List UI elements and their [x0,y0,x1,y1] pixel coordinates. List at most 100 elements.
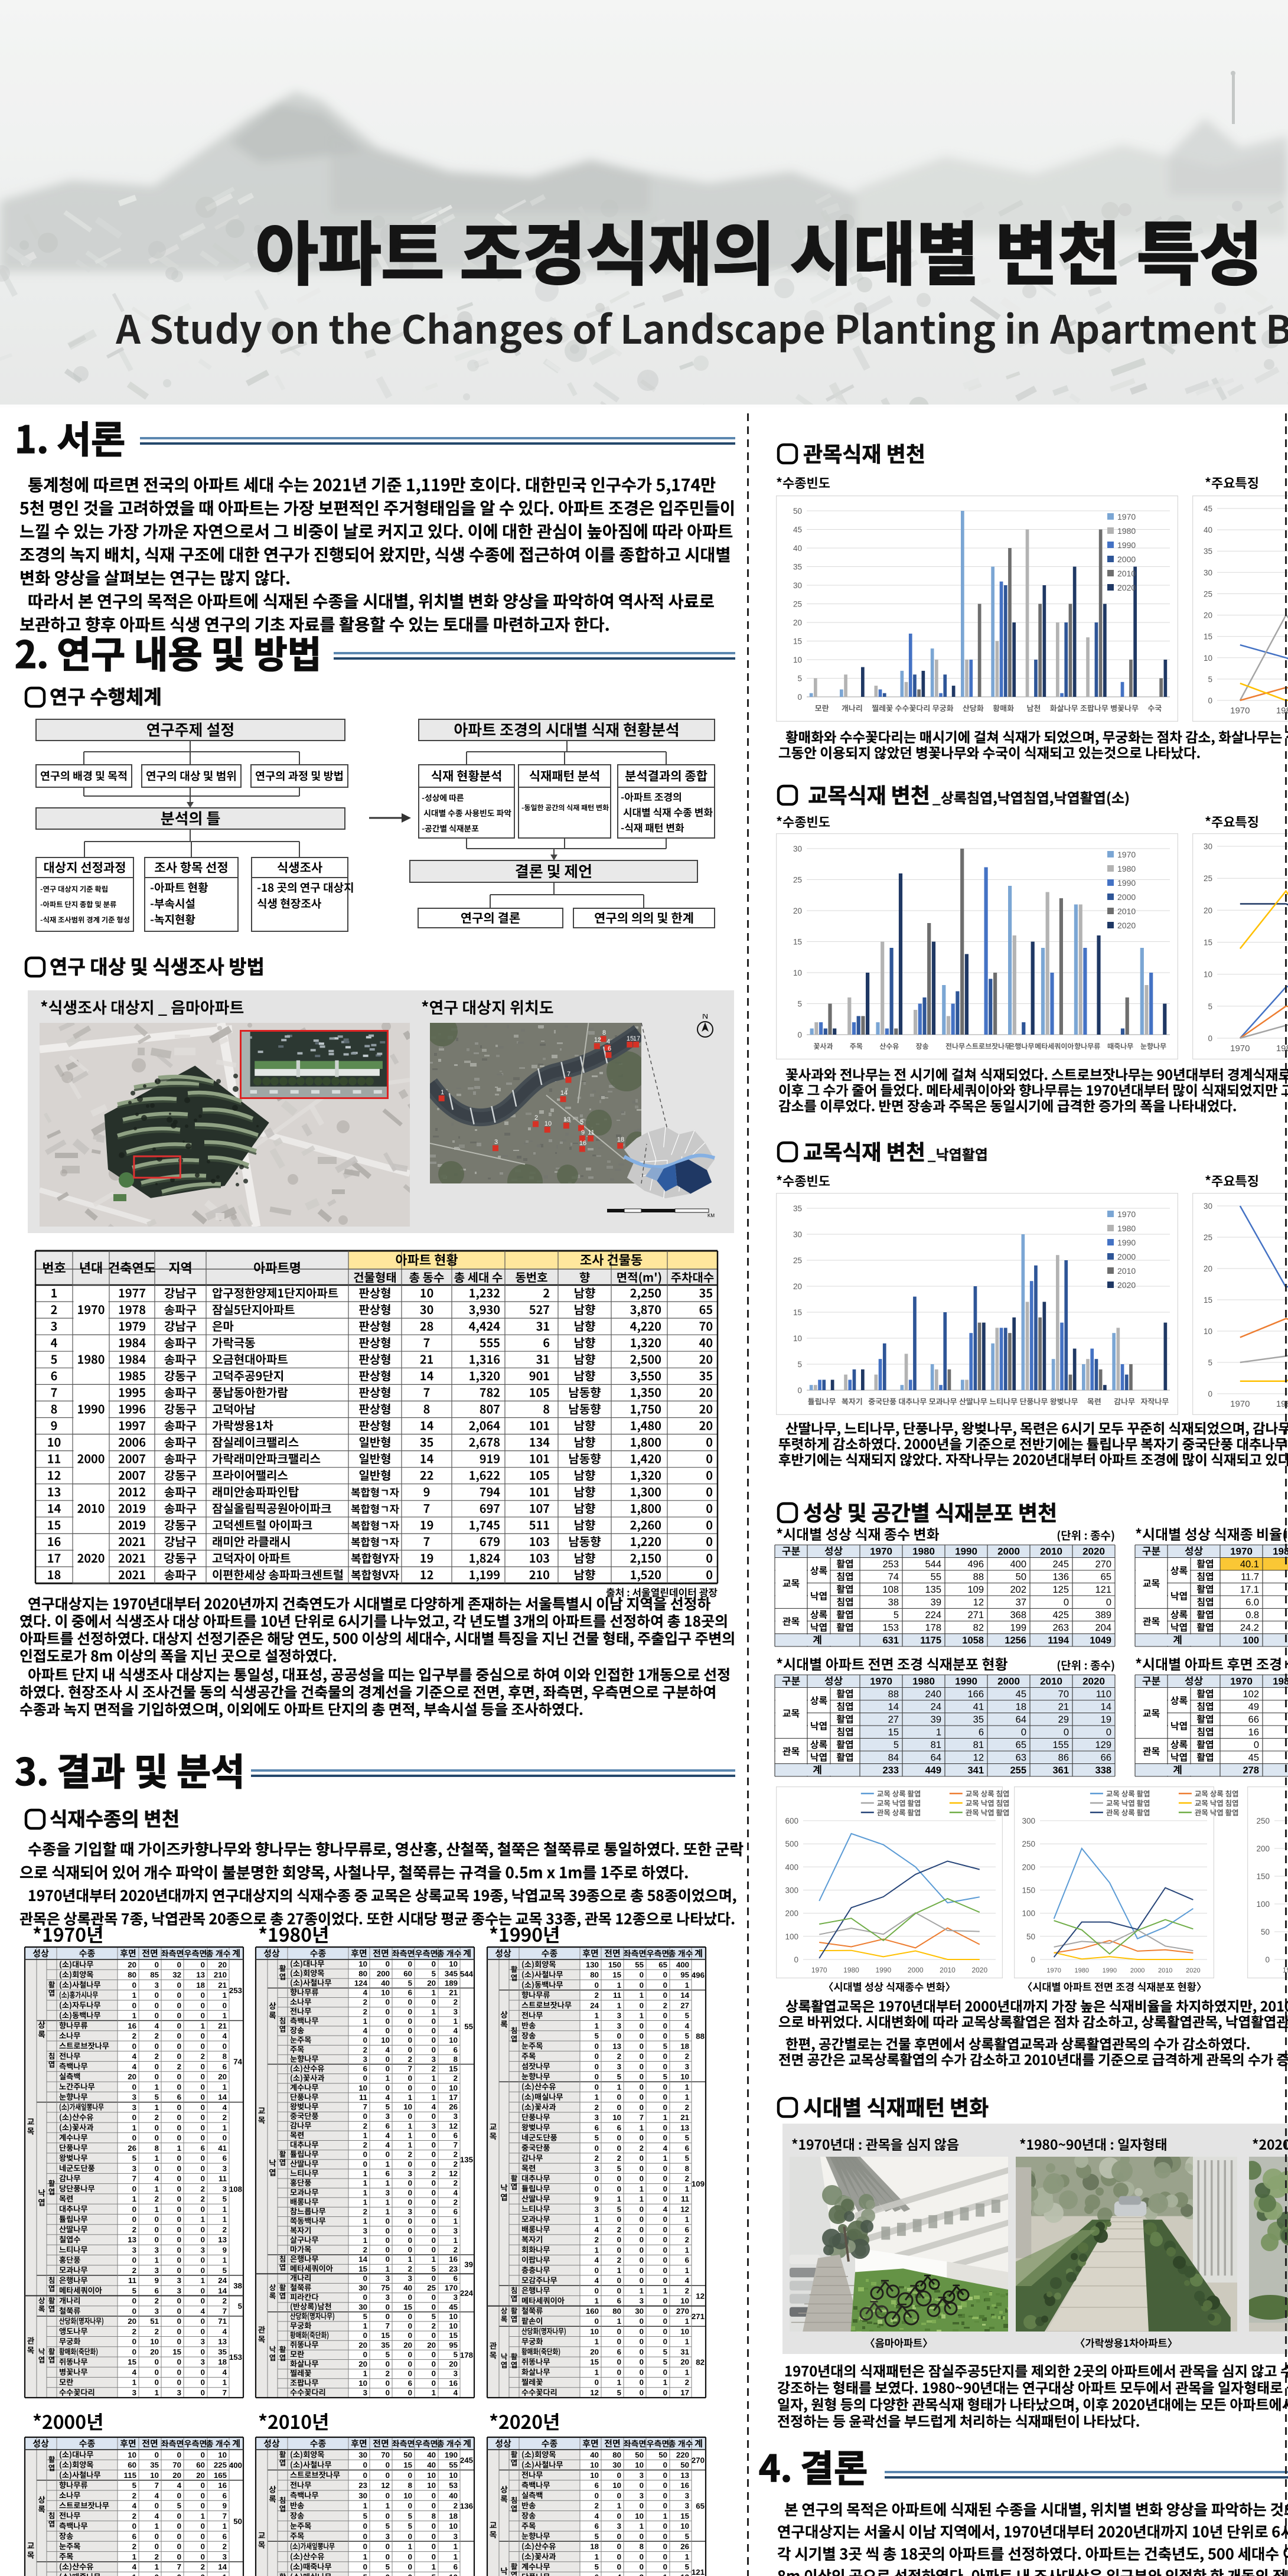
svg-text:600: 600 [785,1817,798,1825]
svg-text:50: 50 [1016,1572,1026,1583]
svg-text:18: 18 [1016,1702,1026,1713]
svg-text:2020: 2020 [1117,921,1136,930]
svg-text:1970: 1970 [1046,1967,1061,1974]
svg-text:0: 0 [794,1955,798,1964]
svg-text:88: 88 [973,1572,984,1583]
svg-text:17.1: 17.1 [1240,1584,1259,1595]
svg-text:1980: 1980 [1117,526,1136,536]
svg-text:25: 25 [793,600,802,609]
svg-text:50: 50 [233,2517,242,2526]
svg-text:35: 35 [1204,547,1212,556]
svg-text:199: 199 [1010,1623,1026,1633]
svg-text:2000: 2000 [997,1546,1020,1557]
svg-text:20: 20 [793,907,802,915]
svg-text:300: 300 [1022,1817,1035,1825]
svg-text:271: 271 [967,1610,984,1620]
svg-text:45: 45 [1204,504,1212,513]
svg-text:40: 40 [793,544,802,553]
svg-text:38: 38 [888,1597,899,1608]
svg-text:30: 30 [793,844,802,853]
svg-text:253: 253 [229,1986,242,1995]
svg-text:37: 37 [1016,1597,1026,1608]
svg-text:2020: 2020 [1082,1676,1105,1687]
svg-text:153: 153 [229,2353,242,2362]
svg-text:2: 2 [534,1114,538,1121]
svg-text:5: 5 [1208,1358,1212,1367]
svg-text:2010: 2010 [940,1966,956,1974]
svg-text:50: 50 [1261,1928,1270,1936]
svg-text:1990: 1990 [1117,878,1136,888]
svg-text:14: 14 [888,1702,899,1713]
svg-text:24.2: 24.2 [1240,1623,1259,1633]
svg-text:1990: 1990 [955,1546,977,1557]
svg-text:49: 49 [1248,1702,1259,1713]
svg-text:2010: 2010 [1040,1546,1062,1557]
svg-text:74: 74 [233,2057,242,2066]
svg-text:0: 0 [797,693,802,702]
svg-text:544: 544 [925,1559,941,1570]
svg-text:224: 224 [460,2289,474,2298]
svg-text:39: 39 [464,2260,473,2269]
svg-text:1049: 1049 [1090,1635,1111,1646]
svg-text:1194: 1194 [1048,1635,1069,1646]
svg-text:65: 65 [696,2502,705,2510]
svg-text:20: 20 [1204,906,1212,915]
svg-text:109: 109 [967,1584,984,1595]
svg-text:88: 88 [696,2032,705,2040]
svg-text:245: 245 [460,2456,474,2464]
svg-text:14: 14 [1101,1702,1111,1713]
svg-text:1058: 1058 [962,1635,984,1646]
svg-text:108: 108 [229,2184,242,2193]
svg-text:1980: 1980 [1117,1224,1136,1233]
svg-text:400: 400 [229,2461,242,2470]
svg-text:250: 250 [1256,1817,1270,1825]
svg-text:30: 30 [1204,568,1212,577]
svg-text:7: 7 [567,1071,570,1078]
svg-text:3: 3 [494,1139,498,1146]
svg-text:10: 10 [793,1334,802,1343]
svg-text:100: 100 [785,1932,798,1941]
svg-text:12: 12 [973,1597,984,1608]
svg-text:12: 12 [973,1753,984,1763]
svg-text:15: 15 [1204,938,1212,947]
svg-text:86: 86 [1058,1753,1069,1763]
